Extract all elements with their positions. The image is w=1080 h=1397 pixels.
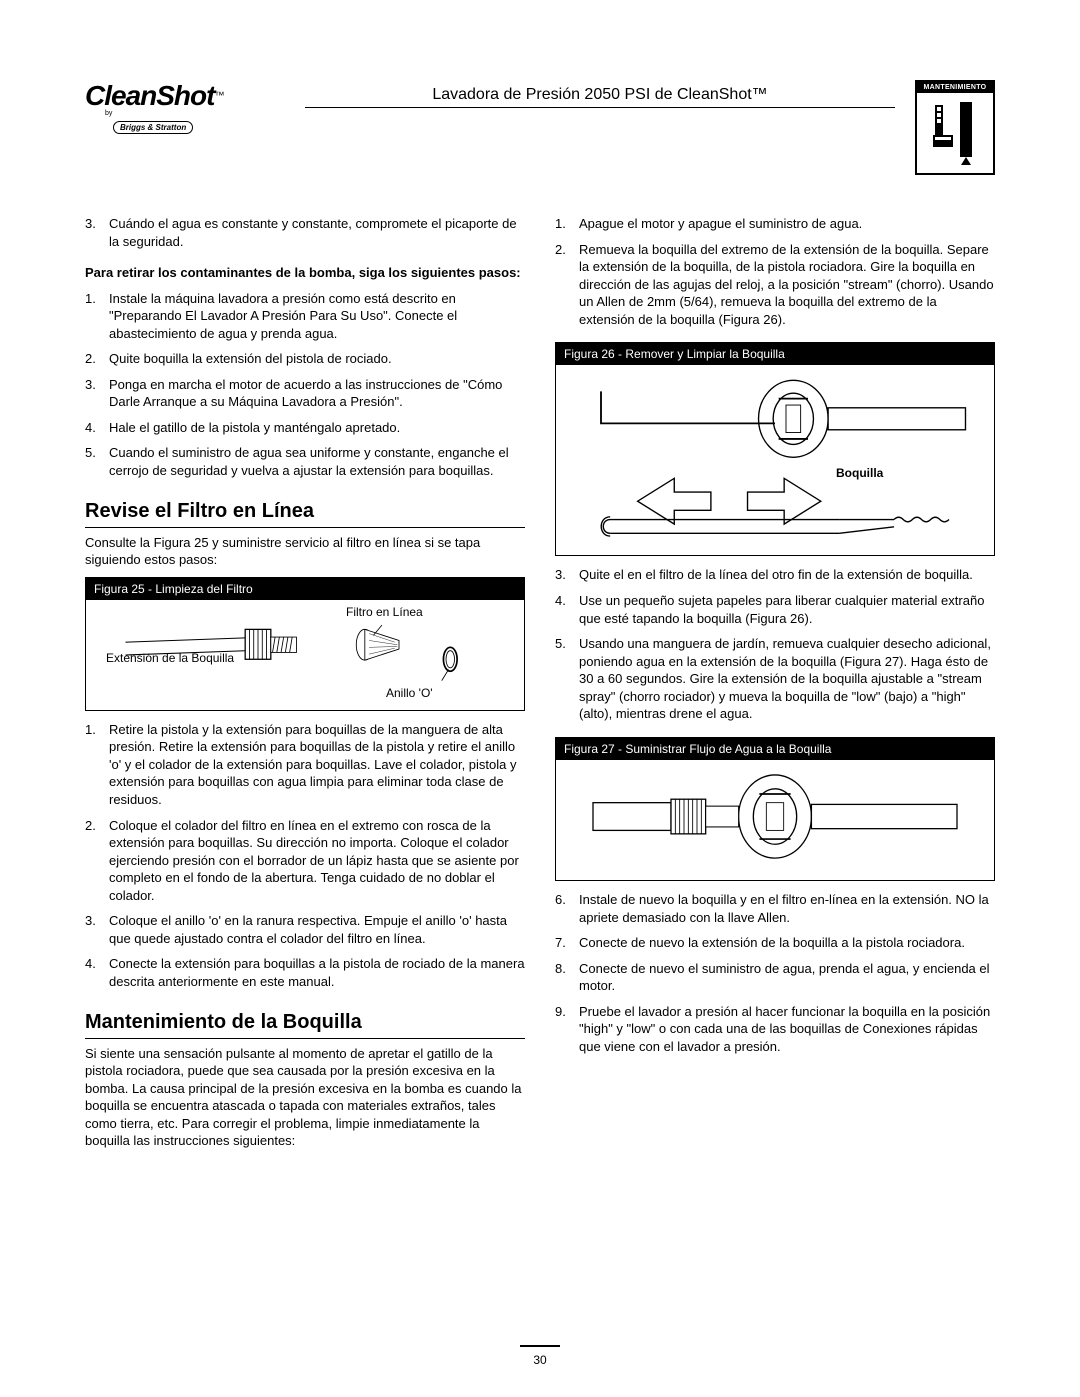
- heading-filter: Revise el Filtro en Línea: [85, 498, 525, 528]
- logo-brand-text: Briggs & Stratton: [120, 123, 186, 132]
- num: 3.: [85, 912, 109, 947]
- text: Usando una manguera de jardín, remueva c…: [579, 635, 995, 723]
- left-column: 3.Cuándo el agua es constante y constant…: [85, 215, 525, 1158]
- list-item: 7.Conecte de nuevo la extensión de la bo…: [555, 934, 995, 952]
- num: 2.: [85, 350, 109, 368]
- list-item: 1.Retire la pistola y la extensión para …: [85, 721, 525, 809]
- text: Coloque el colador del filtro en línea e…: [109, 817, 525, 905]
- num: 1.: [85, 721, 109, 809]
- content-columns: 3.Cuándo el agua es constante y constant…: [85, 215, 995, 1158]
- list-item: 4.Conecte la extensión para boquillas a …: [85, 955, 525, 990]
- text: Conecte de nuevo el suministro de agua, …: [579, 960, 995, 995]
- filter-intro: Consulte la Figura 25 y suministre servi…: [85, 534, 525, 569]
- num: 3.: [85, 376, 109, 411]
- list-item: 6.Instale de nuevo la boquilla y en el f…: [555, 891, 995, 926]
- logo-brand: Briggs & Stratton: [113, 121, 193, 134]
- text: Conecte la extensión para boquillas a la…: [109, 955, 525, 990]
- nozzle-intro: Si siente una sensación pulsante al mome…: [85, 1045, 525, 1150]
- figure-27-body: [556, 760, 994, 880]
- fig25-list: 1.Retire la pistola y la extensión para …: [85, 721, 525, 991]
- badge-icon: [917, 93, 993, 171]
- text: Quite el en el filtro de la línea del ot…: [579, 566, 973, 584]
- sub-bold: Para retirar los contaminantes de la bom…: [85, 264, 525, 282]
- list-item: 1.Instale la máquina lavadora a presión …: [85, 290, 525, 343]
- num: 2.: [555, 241, 579, 329]
- text: Apague el motor y apague el suministro d…: [579, 215, 862, 233]
- page-number: 30: [0, 1345, 1080, 1367]
- logo-text: CleanShot: [85, 80, 214, 111]
- list-item: 3.Cuándo el agua es constante y constant…: [85, 215, 525, 250]
- num: 3.: [85, 215, 109, 250]
- figure-25: Figura 25 - Limpieza del Filtro: [85, 577, 525, 711]
- figure-25-body: Extensión de la Boquilla Filtro en Línea…: [86, 600, 524, 710]
- figure-26: Figura 26 - Remover y Limpiar la Boquill…: [555, 342, 995, 556]
- figure-26-caption: Figura 26 - Remover y Limpiar la Boquill…: [556, 343, 994, 365]
- right-column: 1.Apague el motor y apague el suministro…: [555, 215, 995, 1158]
- badge-label: MANTENIMIENTO: [917, 82, 993, 93]
- num: 9.: [555, 1003, 579, 1056]
- top-list-right: 1.Apague el motor y apague el suministro…: [555, 215, 995, 328]
- top-list-left: 3.Cuándo el agua es constante y constant…: [85, 215, 525, 250]
- text: Ponga en marcha el motor de acuerdo a la…: [109, 376, 525, 411]
- text: Conecte de nuevo la extensión de la boqu…: [579, 934, 965, 952]
- num: 8.: [555, 960, 579, 995]
- list-item: 3.Coloque el anillo 'o' en la ranura res…: [85, 912, 525, 947]
- text: Instale la máquina lavadora a presión co…: [109, 290, 525, 343]
- list-item: 5.Usando una manguera de jardín, remueva…: [555, 635, 995, 723]
- text: Cuándo el agua es constante y constante,…: [109, 215, 525, 250]
- text: Coloque el anillo 'o' en la ranura respe…: [109, 912, 525, 947]
- num: 5.: [85, 444, 109, 479]
- fig25-label-anillo: Anillo 'O': [386, 685, 433, 701]
- num: 4.: [555, 592, 579, 627]
- maintenance-badge: MANTENIMIENTO: [915, 80, 995, 175]
- fig25-label-ext: Extensión de la Boquilla: [106, 650, 234, 666]
- list-item: 1.Apague el motor y apague el suministro…: [555, 215, 995, 233]
- text: Cuando el suministro de agua sea uniform…: [109, 444, 525, 479]
- list-item: 3.Ponga en marcha el motor de acuerdo a …: [85, 376, 525, 411]
- num: 7.: [555, 934, 579, 952]
- num: 1.: [85, 290, 109, 343]
- figure-27-caption: Figura 27 - Suministrar Flujo de Agua a …: [556, 738, 994, 760]
- text: Quite boquilla la extensión del pistola …: [109, 350, 392, 368]
- num: 4.: [85, 419, 109, 437]
- list-item: 2.Coloque el colador del filtro en línea…: [85, 817, 525, 905]
- num: 4.: [85, 955, 109, 990]
- page-title: Lavadora de Presión 2050 PSI de CleanSho…: [305, 86, 895, 108]
- end-list-right: 6.Instale de nuevo la boquilla y en el f…: [555, 891, 995, 1055]
- text: Remueva la boquilla del extremo de la ex…: [579, 241, 995, 329]
- list-item: 2.Quite boquilla la extensión del pistol…: [85, 350, 525, 368]
- figure-26-body: Boquilla: [556, 365, 994, 555]
- text: Retire la pistola y la extensión para bo…: [109, 721, 525, 809]
- text: Pruebe el lavador a presión al hacer fun…: [579, 1003, 995, 1056]
- list-item: 9.Pruebe el lavador a presión al hacer f…: [555, 1003, 995, 1056]
- list-item: 8.Conecte de nuevo el suministro de agua…: [555, 960, 995, 995]
- figure-27: Figura 27 - Suministrar Flujo de Agua a …: [555, 737, 995, 881]
- logo-main: CleanShot™: [85, 80, 285, 112]
- list-item: 4.Hale el gatillo de la pistola y mantén…: [85, 419, 525, 437]
- list-item: 4.Use un pequeño sujeta papeles para lib…: [555, 592, 995, 627]
- text: Instale de nuevo la boquilla y en el fil…: [579, 891, 995, 926]
- logo-tm: ™: [214, 91, 224, 102]
- fig25-label-filtro: Filtro en Línea: [346, 604, 423, 620]
- num: 6.: [555, 891, 579, 926]
- figure-25-caption: Figura 25 - Limpieza del Filtro: [86, 578, 524, 600]
- sub-list: 1.Instale la máquina lavadora a presión …: [85, 290, 525, 480]
- num: 3.: [555, 566, 579, 584]
- text: Use un pequeño sujeta papeles para liber…: [579, 592, 995, 627]
- heading-nozzle: Mantenimiento de la Boquilla: [85, 1009, 525, 1039]
- text: Hale el gatillo de la pistola y manténga…: [109, 419, 400, 437]
- list-item: 2.Remueva la boquilla del extremo de la …: [555, 241, 995, 329]
- logo-block: CleanShot™ by Briggs & Stratton: [85, 80, 285, 135]
- num: 2.: [85, 817, 109, 905]
- page-header: CleanShot™ by Briggs & Stratton Lavadora…: [85, 80, 995, 175]
- mid-list-right: 3.Quite el en el filtro de la línea del …: [555, 566, 995, 722]
- num: 5.: [555, 635, 579, 723]
- list-item: 3.Quite el en el filtro de la línea del …: [555, 566, 995, 584]
- fig26-label-boquilla: Boquilla: [836, 465, 883, 481]
- num: 1.: [555, 215, 579, 233]
- list-item: 5.Cuando el suministro de agua sea unifo…: [85, 444, 525, 479]
